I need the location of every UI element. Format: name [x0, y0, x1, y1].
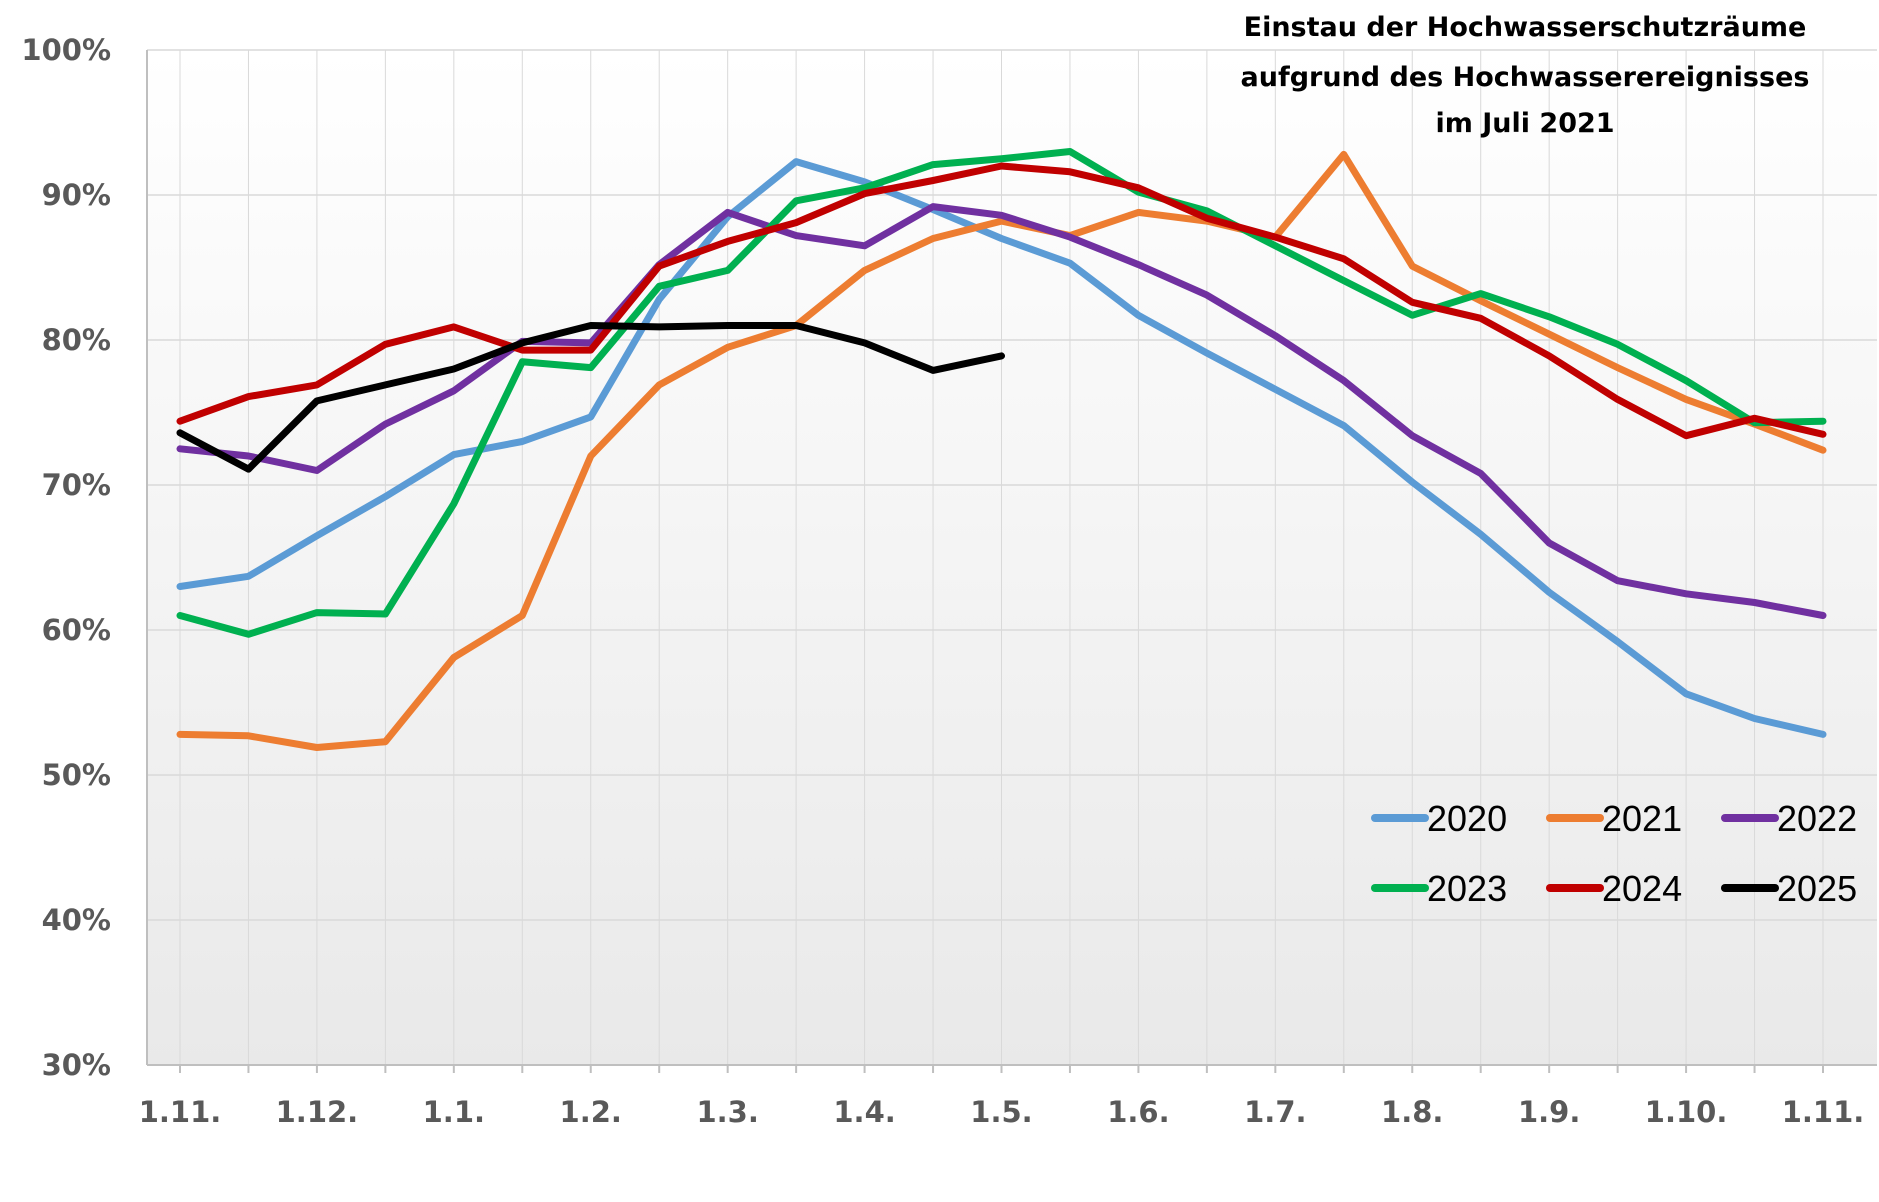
series-line-2020 [176, 158, 1827, 738]
legend-label: 2025 [1777, 868, 1857, 909]
x-tick-label: 1.12. [276, 1095, 359, 1129]
legend-item: 2024 [1546, 868, 1682, 909]
x-tick-label: 1.9. [1518, 1095, 1580, 1129]
x-tick-label: 1.11. [139, 1095, 222, 1129]
legend-item: 2025 [1721, 868, 1857, 909]
y-tick-label: 90% [42, 178, 111, 212]
legend-item: 2022 [1721, 798, 1857, 839]
chart-title: Einstau der Hochwasserschutzräume aufgrun… [1241, 12, 1810, 139]
x-tick-label: 1.1. [423, 1095, 485, 1129]
axes [146, 50, 1877, 1073]
legend-label: 2022 [1777, 798, 1857, 839]
legend-item: 2023 [1371, 868, 1507, 909]
legend: 2020 2021 2022 2023 2024 2025 [1371, 798, 1857, 909]
y-tick-label: 40% [42, 903, 111, 937]
y-tick-labels: 30% 40% 50% 60% 70% 80% 90% 100% [21, 33, 111, 1082]
series-lines [176, 148, 1827, 751]
legend-label: 2021 [1602, 798, 1682, 839]
x-tick-label: 1.7. [1244, 1095, 1306, 1129]
x-tick-label: 1.11. [1782, 1095, 1865, 1129]
x-tick-label: 1.10. [1645, 1095, 1728, 1129]
chart-title-line: aufgrund des Hochwasserereignisses [1241, 62, 1810, 93]
series-line-2022 [176, 203, 1827, 619]
x-tick-label: 1.8. [1381, 1095, 1443, 1129]
gridlines [147, 49, 1877, 1065]
y-tick-label: 100% [21, 33, 111, 67]
series-line-2024 [176, 162, 1827, 440]
legend-label: 2020 [1427, 798, 1507, 839]
x-tick-label: 1.5. [970, 1095, 1032, 1129]
legend-item: 2020 [1371, 798, 1507, 839]
legend-item: 2021 [1546, 798, 1682, 839]
x-tick-labels: 1.11. 1.12. 1.1. 1.2. 1.3. 1.4. 1.5. 1.6. 1.7. 1.… [139, 1095, 1865, 1129]
chart-title-line: Einstau der Hochwasserschutzräume [1244, 12, 1807, 43]
x-tick-label: 1.4. [833, 1095, 895, 1129]
chart-title-line: im Juli 2021 [1435, 108, 1614, 139]
legend-label: 2023 [1427, 868, 1507, 909]
series-line-2021 [176, 150, 1827, 751]
y-tick-label: 60% [42, 613, 111, 647]
x-tick-label: 1.3. [696, 1095, 758, 1129]
y-tick-label: 80% [42, 323, 111, 357]
series-line-2023 [176, 148, 1827, 638]
y-tick-label: 30% [42, 1048, 111, 1082]
x-tick-label: 1.2. [560, 1095, 622, 1129]
x-tick-label: 1.6. [1107, 1095, 1169, 1129]
series-line-2025 [176, 322, 1005, 473]
legend-label: 2024 [1602, 868, 1682, 909]
y-tick-label: 50% [42, 758, 111, 792]
y-tick-label: 70% [42, 468, 111, 502]
